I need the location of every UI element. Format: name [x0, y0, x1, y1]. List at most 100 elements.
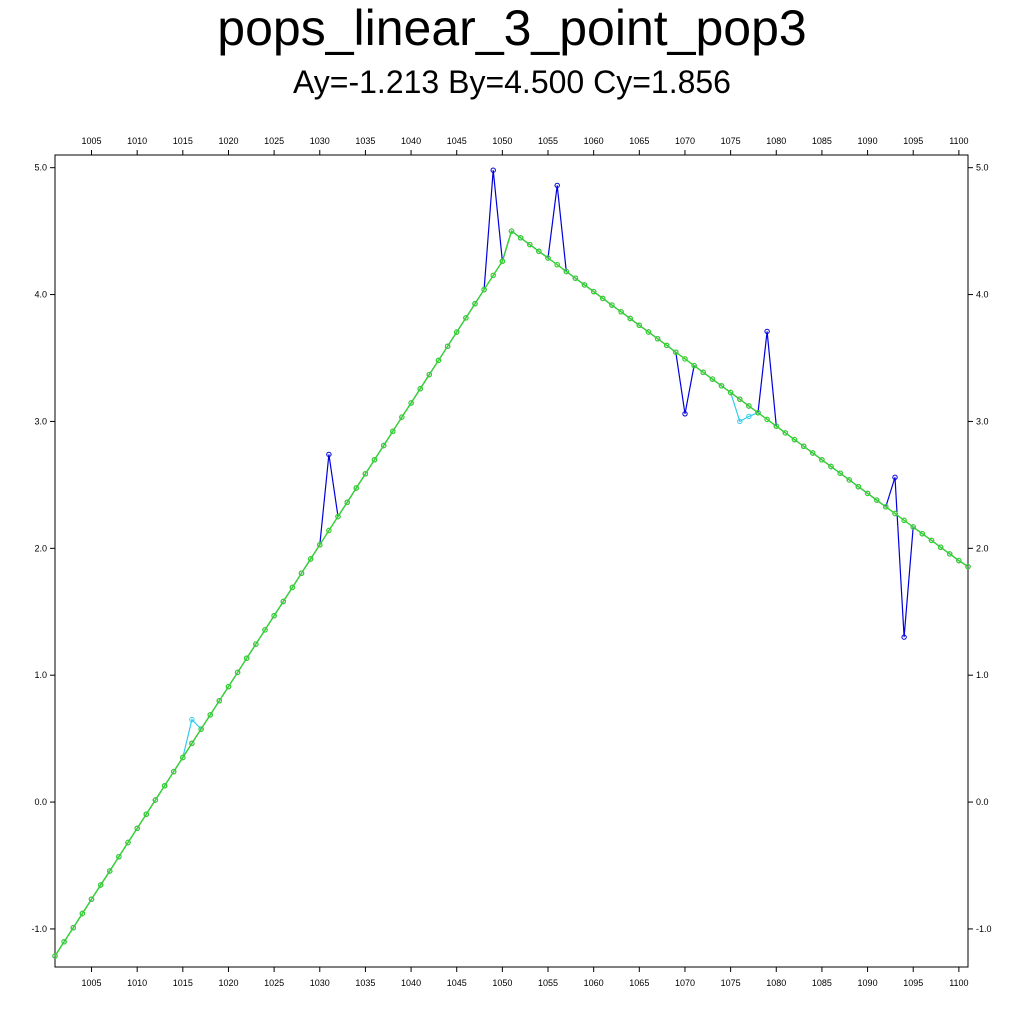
data-point [810, 450, 816, 456]
data-point [727, 389, 734, 396]
x-tick-label-top: 1045 [447, 136, 467, 146]
data-point [408, 400, 414, 406]
data-point [837, 470, 843, 476]
axes: 1005 1005 1010 1010 1015 1015 1020 1020 1025 1025… [31, 136, 991, 988]
data-point [737, 418, 743, 425]
data-point [499, 258, 506, 264]
x-tick-label-bottom: 1060 [584, 978, 604, 988]
data-point [700, 369, 706, 375]
data-point [554, 262, 560, 268]
data-point [855, 484, 862, 490]
data-point [618, 309, 624, 315]
x-tick-label-top: 1035 [355, 136, 375, 146]
data-point [664, 342, 670, 349]
x-tick-label-top: 1090 [858, 136, 878, 146]
data-point [289, 584, 296, 591]
x-tick-label-top: 1070 [675, 136, 695, 146]
y-tick-label-left: 4.0 [34, 290, 47, 300]
data-point [892, 474, 898, 480]
data-point [116, 854, 122, 860]
data-point [874, 497, 880, 503]
data-point [390, 428, 396, 434]
data-point [527, 241, 533, 248]
data-point [545, 255, 551, 261]
data-point [444, 343, 451, 349]
data-point [627, 315, 633, 322]
data-point [947, 551, 953, 557]
data-point [271, 613, 277, 619]
x-tick-label-top: 1055 [538, 136, 558, 146]
data-point [490, 167, 496, 173]
data-point [262, 627, 268, 633]
data-point [536, 248, 542, 255]
data-point [956, 557, 962, 564]
data-point [61, 939, 67, 945]
y-tick-label-left: 2.0 [34, 543, 47, 553]
data-point [691, 362, 697, 369]
x-tick-label-bottom: 1010 [127, 978, 147, 988]
y-tick-label-right: 0.0 [976, 797, 989, 807]
x-tick-label-top: 1060 [584, 136, 604, 146]
x-tick-label-bottom: 1045 [447, 978, 467, 988]
x-tick-label-top: 1080 [766, 136, 786, 146]
data-point [381, 442, 387, 449]
data-point [180, 754, 186, 761]
x-tick-label-bottom: 1015 [173, 978, 193, 988]
data-point [581, 282, 588, 288]
x-tick-label-bottom: 1070 [675, 978, 695, 988]
data-point [782, 430, 789, 436]
data-point [846, 477, 852, 483]
x-tick-label-top: 1085 [812, 136, 832, 146]
x-tick-label-top: 1065 [629, 136, 649, 146]
data-point [654, 336, 661, 342]
data-point [883, 504, 889, 510]
data-point [673, 349, 679, 355]
data-point [572, 275, 579, 281]
data-point [919, 531, 925, 537]
data-point [828, 463, 834, 470]
series-line-2 [54, 230, 969, 957]
data-point [362, 471, 369, 477]
data-point [225, 683, 232, 690]
data-point [682, 356, 688, 362]
x-tick-label-top: 1020 [218, 136, 238, 146]
data-point [746, 403, 752, 409]
data-point [125, 839, 131, 846]
data-point [819, 457, 825, 463]
x-tick-label-top: 1100 [949, 136, 968, 146]
series-markers [52, 167, 971, 959]
data-point [189, 716, 195, 723]
data-point [481, 286, 487, 293]
data-point [326, 451, 332, 458]
data-point [709, 376, 716, 382]
data-point [234, 669, 241, 676]
x-tick-label-bottom: 1005 [82, 978, 102, 988]
data-point [791, 436, 798, 443]
data-point [773, 423, 779, 429]
series-lines [54, 170, 969, 957]
series-line-1 [54, 230, 969, 957]
series-line-0 [54, 170, 969, 957]
data-point [746, 413, 752, 420]
data-point [244, 655, 250, 661]
y-tick-label-right: -1.0 [976, 924, 992, 934]
x-tick-label-bottom: 1085 [812, 978, 832, 988]
x-tick-label-bottom: 1035 [355, 978, 375, 988]
data-point [88, 896, 95, 902]
data-point [636, 322, 642, 328]
data-point [98, 882, 104, 888]
y-tick-label-right: 4.0 [976, 290, 989, 300]
data-point [298, 570, 305, 576]
x-tick-label-top: 1095 [903, 136, 923, 146]
y-tick-label-left: -1.0 [31, 924, 47, 934]
data-point [317, 542, 323, 548]
data-point [801, 443, 807, 449]
data-point [517, 235, 524, 241]
data-point [463, 315, 469, 321]
x-tick-label-bottom: 1075 [721, 978, 741, 988]
data-point [426, 371, 432, 378]
data-point [134, 825, 140, 831]
data-point [764, 328, 770, 335]
data-point [152, 797, 159, 803]
chart-title: pops_linear_3_point_pop3 [217, 0, 807, 56]
